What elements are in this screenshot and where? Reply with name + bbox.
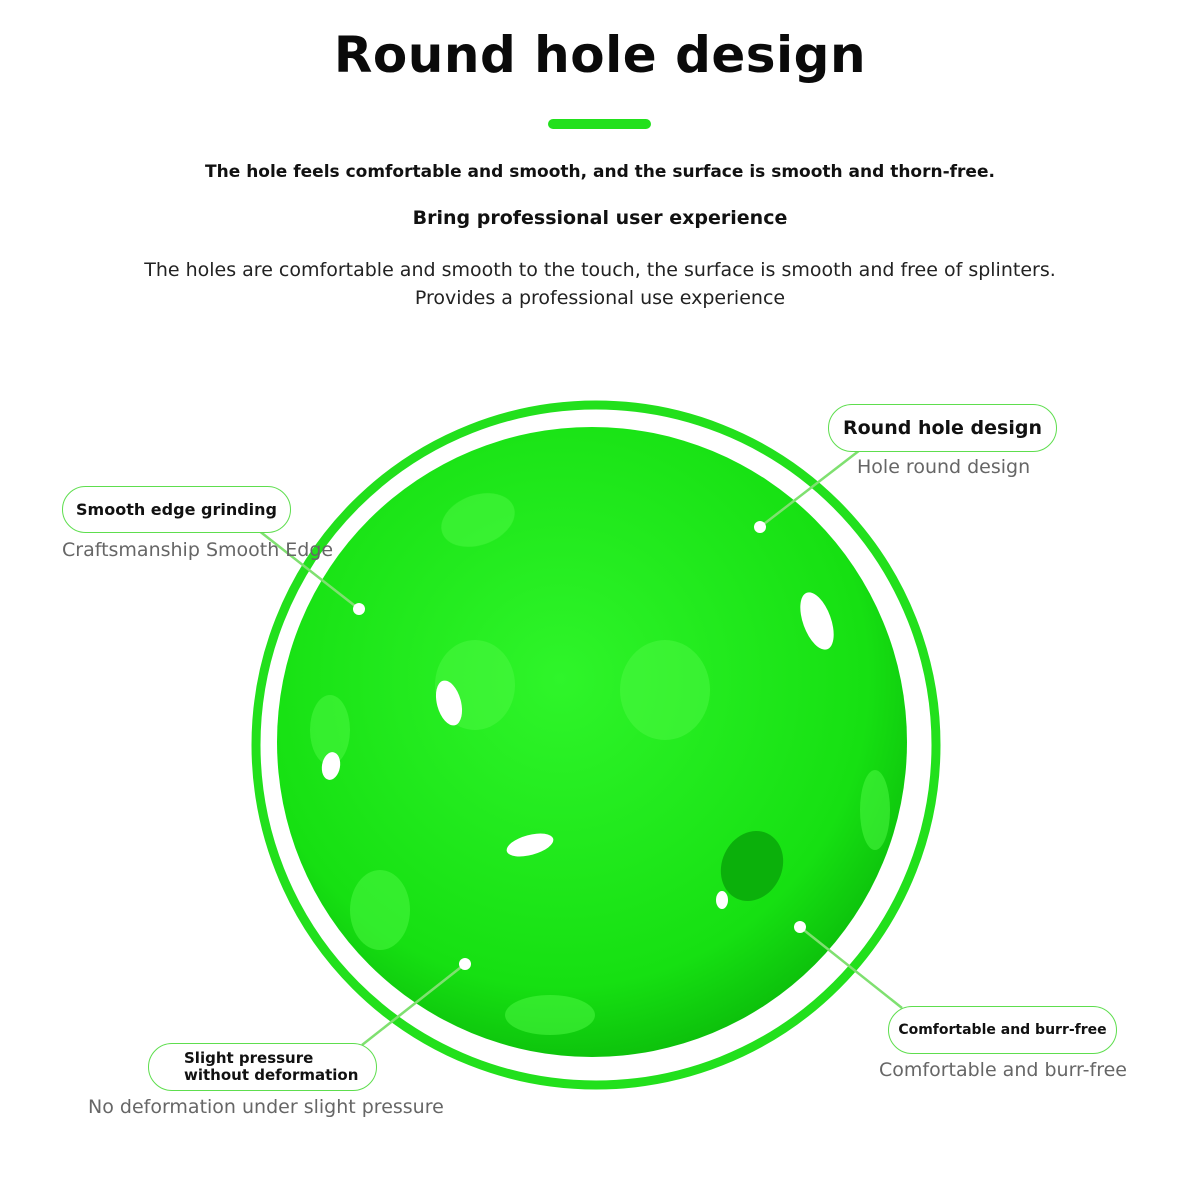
outer-ring [251, 400, 941, 1090]
callout-label-line-1: Slight pressure [184, 1049, 314, 1067]
callout-smooth-edge-grinding: Smooth edge grinding [62, 486, 291, 533]
callout-caption: Comfortable and burr-free [879, 1059, 1127, 1081]
callout-label-line-2: without deformation [184, 1066, 359, 1084]
callout-label: Smooth edge grinding [76, 500, 277, 519]
ball-holes [321, 592, 834, 909]
subtitle-2: Bring professional user experience [412, 207, 788, 229]
ball-dark-hole [720, 830, 784, 902]
title-accent-bar [548, 119, 651, 129]
callout-label: Round hole design [843, 417, 1042, 439]
description: The holes are comfortable and smooth to … [0, 256, 1200, 312]
callout-comfortable-burr-free: Comfortable and burr-free [888, 1006, 1117, 1054]
callout-round-hole-design: Round hole design [828, 404, 1057, 452]
callout-slight-pressure: Slight pressure without deformation [148, 1043, 377, 1091]
callout-dots [353, 521, 806, 970]
callout-lines [257, 449, 903, 1046]
callout-caption: Craftsmanship Smooth Edge [62, 539, 334, 561]
subtitle-1: The hole feels comfortable and smooth, a… [205, 162, 995, 182]
pickleball [277, 427, 907, 1057]
callout-caption: No deformation under slight pressure [88, 1096, 444, 1118]
description-line-1: The holes are comfortable and smooth to … [144, 259, 1056, 281]
description-line-2: Provides a professional use experience [414, 287, 786, 309]
callout-caption: Hole round design [857, 456, 1031, 478]
page-title: Round hole design [333, 26, 867, 84]
callout-label: Comfortable and burr-free [898, 1022, 1107, 1038]
